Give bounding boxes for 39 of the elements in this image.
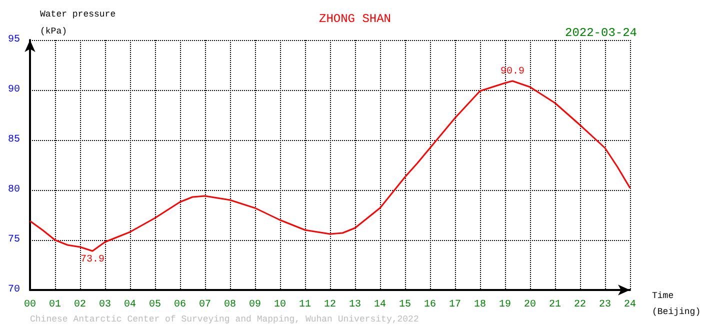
x-tick-label: 18 — [474, 300, 486, 310]
x-tick-label: 02 — [74, 300, 86, 310]
x-tick-label: 10 — [274, 300, 286, 310]
x-tick-label: 16 — [424, 300, 436, 310]
y-tick-label: 90 — [8, 84, 20, 96]
x-tick-label: 09 — [248, 300, 262, 310]
x-tick-label: 05 — [148, 300, 162, 310]
chart-title: ZHONG SHAN — [318, 12, 392, 26]
x-tick-label: 20 — [524, 300, 536, 310]
y-tick-label: 70 — [8, 284, 20, 296]
x-tick-label: 23 — [598, 300, 612, 310]
x-tick-label: 08 — [224, 300, 236, 310]
y-tick-label: 80 — [8, 184, 20, 196]
x-tick-label: 12 — [324, 300, 336, 310]
x-tick-label: 24 — [624, 300, 636, 310]
x-tick-label: 11 — [298, 300, 312, 310]
chart-subtitle: 2022-03-24 — [564, 26, 638, 40]
x-tick-label: 01 — [48, 300, 62, 310]
x-tick-label: 22 — [574, 300, 586, 310]
y-tick-label: 75 — [8, 234, 20, 246]
x-tick-label: 00 — [24, 300, 36, 310]
y-tick-label: 85 — [8, 134, 20, 146]
x-tick-label: 07 — [198, 300, 212, 310]
x-tick-label: 21 — [548, 300, 562, 310]
x-axis-title: Time (Beijing) — [652, 291, 701, 317]
x-tick-label: 13 — [348, 300, 362, 310]
x-tick-label: 03 — [98, 300, 112, 310]
x-tick-label: 15 — [398, 300, 412, 310]
x-tick-label: 06 — [174, 300, 186, 310]
x-tick-label: 04 — [124, 300, 136, 310]
annotation: 90.9 — [500, 66, 525, 78]
x-tick-label: 17 — [448, 300, 462, 310]
text: Chinese Antarctic Center of Surveying and Mapping, Wuhan University,2022 — [30, 314, 419, 324]
annotation: 73.9 — [80, 254, 105, 266]
x-tick-label: 19 — [498, 300, 512, 310]
x-tick-label: 14 — [374, 300, 386, 310]
line-series — [29, 80, 631, 252]
y-tick-label: 95 — [8, 34, 20, 46]
y-axis-title: Water pressure (kPa) — [40, 10, 116, 36]
